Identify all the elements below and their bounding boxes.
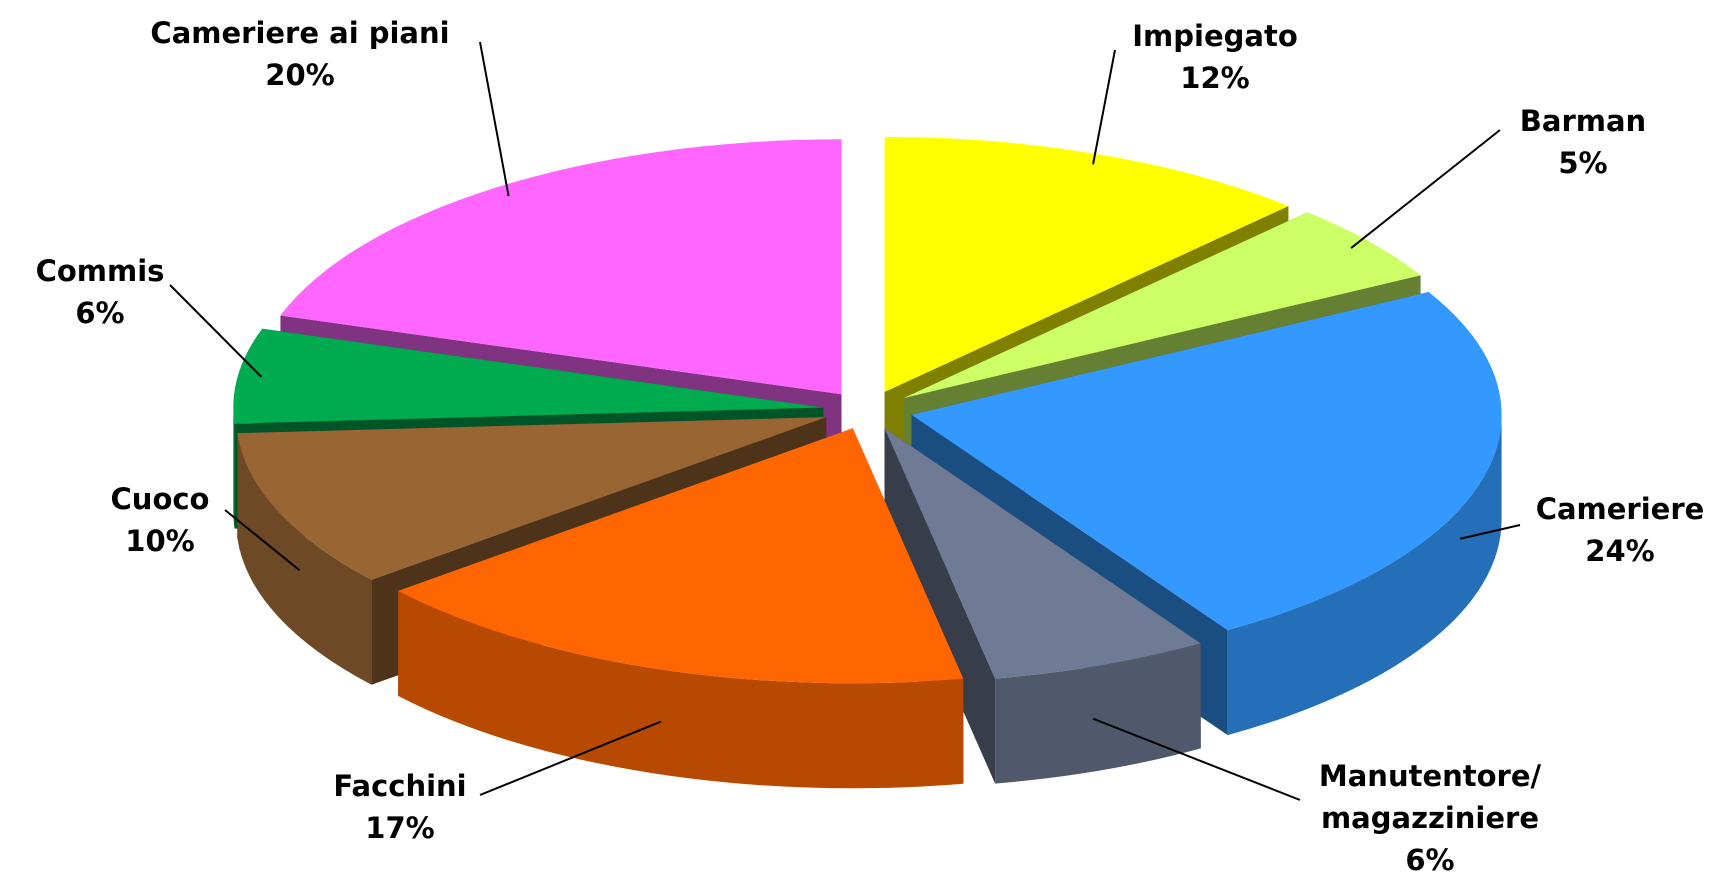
slice-side (1227, 414, 1502, 736)
leader-line (224, 509, 301, 572)
slice (233, 328, 824, 424)
slice (237, 417, 827, 580)
slice (903, 212, 1421, 399)
leader-line (1092, 717, 1301, 801)
slice (884, 136, 1289, 392)
slice (398, 428, 964, 684)
value-label: 24% (1585, 534, 1655, 568)
value-label: 12% (1180, 61, 1250, 95)
data-label: Facchini 17% (333, 765, 466, 849)
category-label: Cameriere ai piani (150, 16, 450, 50)
category-label: Cameriere (1535, 492, 1705, 526)
data-label: Cameriere 24% (1536, 488, 1705, 572)
value-label: 10% (125, 524, 195, 558)
category-label: Facchini (333, 769, 467, 803)
slice (884, 428, 1201, 679)
leader-line (1092, 49, 1116, 165)
slice-side (233, 407, 235, 529)
data-label: Impiegato 12% (1132, 15, 1298, 99)
leader-line (1350, 129, 1501, 249)
data-label: Manutentore/ magazziniere 6% (1319, 755, 1541, 881)
data-label: Commis 6% (36, 250, 165, 334)
leader-line (479, 720, 662, 796)
value-label: 6% (1405, 843, 1455, 877)
category-label: Barman (1519, 104, 1647, 138)
leader-line (169, 284, 263, 378)
category-label: Manutentore/ magazziniere (1318, 759, 1542, 835)
slice (280, 139, 842, 395)
slice-side (995, 643, 1201, 784)
value-label: 20% (265, 58, 335, 92)
slice-wall (884, 428, 996, 784)
category-label: Cuoco (110, 482, 210, 516)
category-label: Commis (35, 254, 165, 288)
value-label: 6% (75, 296, 125, 330)
data-label: Cameriere ai piani 20% (150, 12, 449, 96)
slice-side (398, 590, 964, 789)
value-label: 5% (1558, 146, 1608, 180)
leader-line (1459, 524, 1521, 540)
value-label: 17% (365, 811, 435, 845)
leader-line (479, 41, 510, 197)
slice-side (237, 433, 372, 685)
data-label: Barman 5% (1520, 100, 1646, 184)
slice (911, 291, 1502, 631)
category-label: Impiegato (1132, 19, 1298, 53)
data-label: Cuoco 10% (111, 478, 210, 562)
